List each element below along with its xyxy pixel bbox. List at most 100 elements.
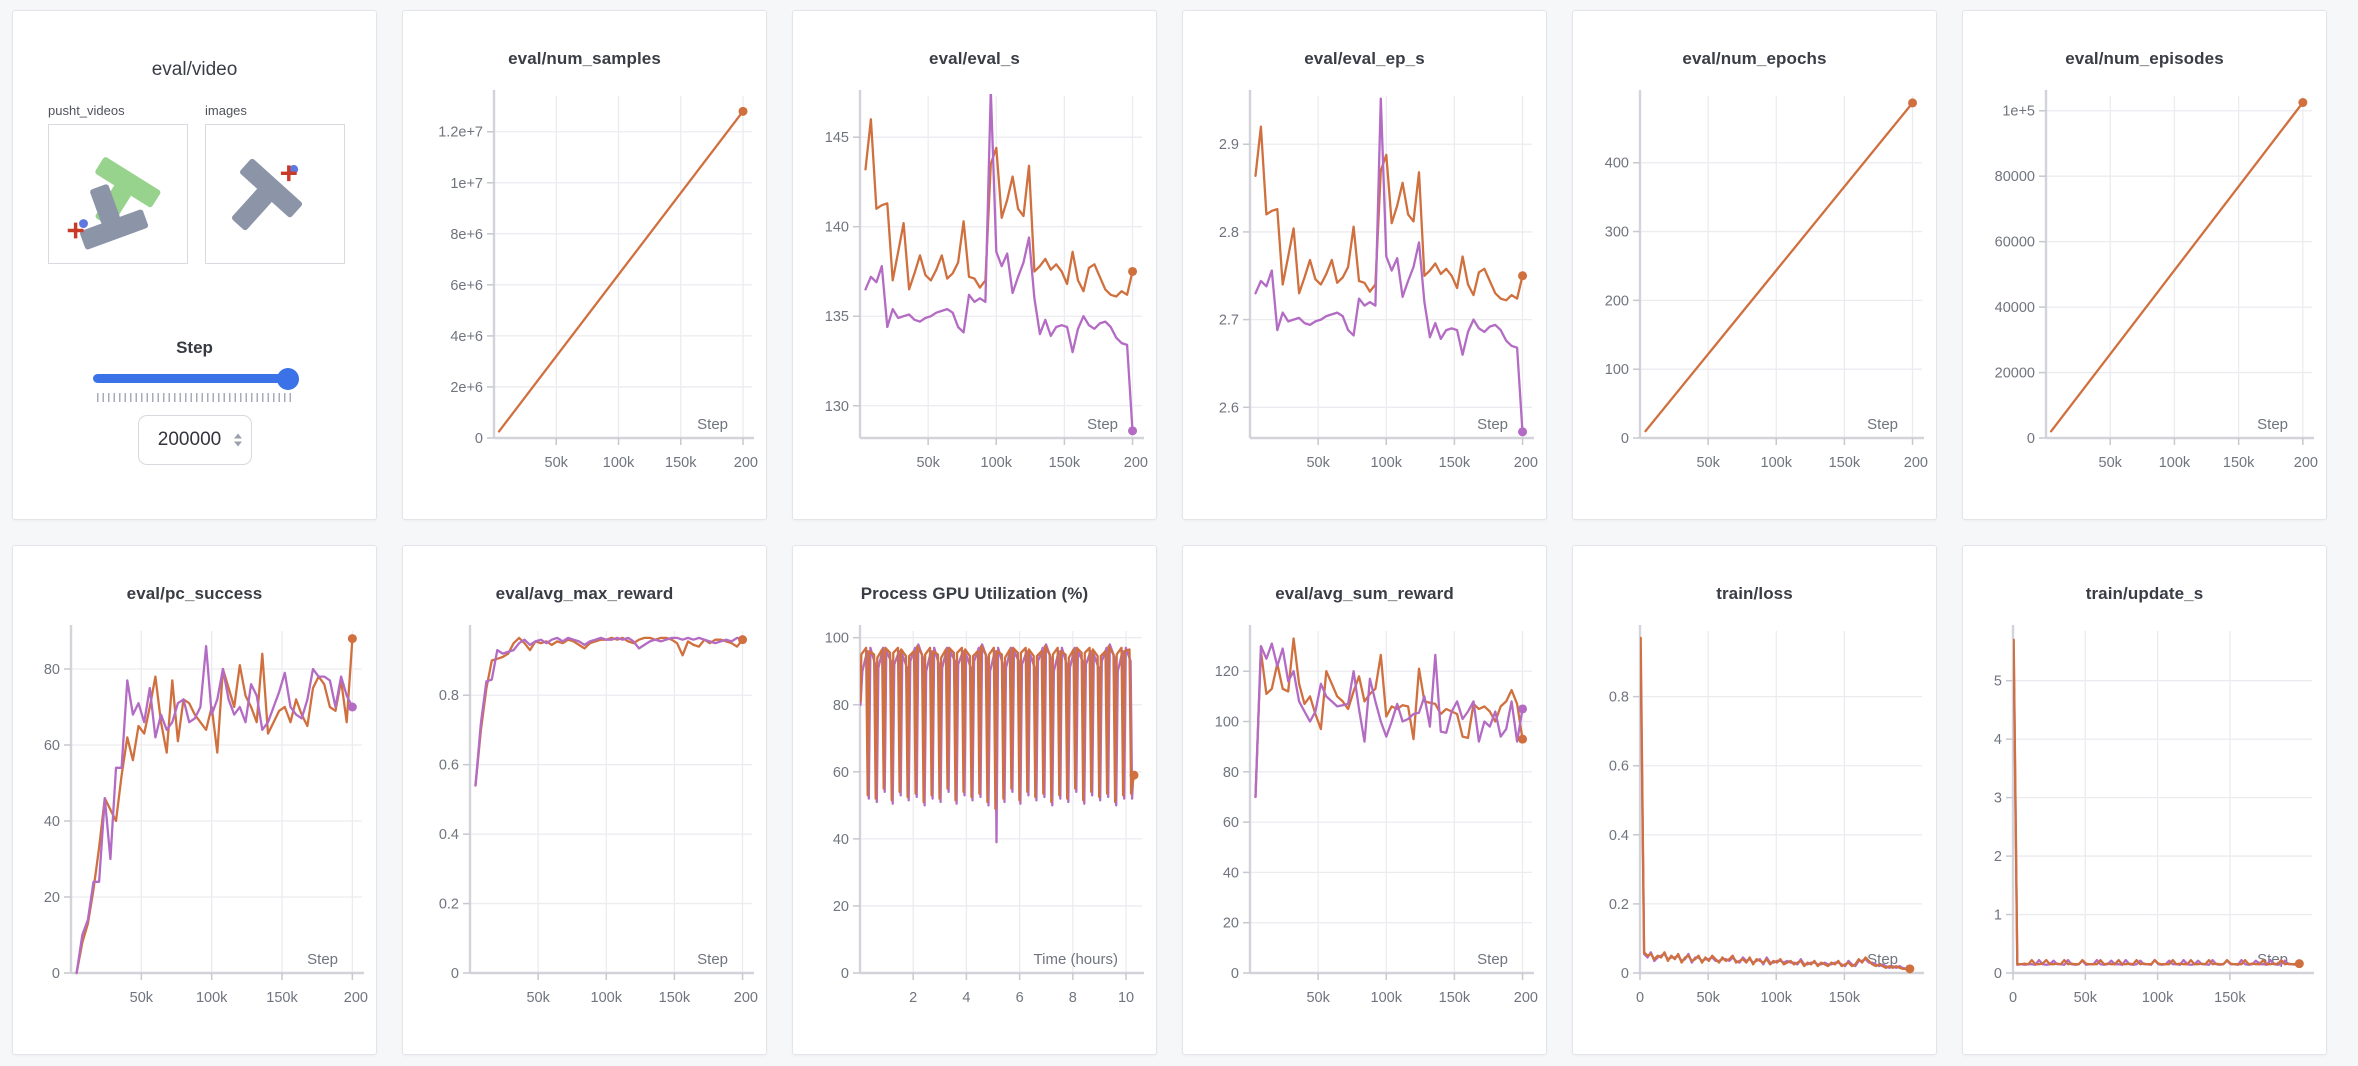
chart-canvas-eval-eval-ep-s[interactable]: 2.6 2.7 2.8 2.9 50k 100k 150k 200 Step — [1183, 71, 1546, 511]
series-line-run-orange — [75, 637, 354, 975]
series-line-run-orange — [860, 644, 1136, 810]
y-tick-label: 80 — [44, 662, 60, 678]
series-line-run-orange — [1644, 101, 1914, 433]
y-tick-label: 40 — [44, 814, 60, 830]
y-tick-label: 100 — [825, 631, 849, 647]
pusht-scene-image — [67, 157, 161, 250]
spinner-down-icon[interactable] — [233, 441, 242, 447]
y-tick-label: 300 — [1605, 225, 1629, 241]
x-tick-label: 200 — [344, 990, 368, 1006]
x-tick-label: 100k — [603, 455, 635, 471]
goal-cross-icon — [67, 222, 84, 239]
y-tick-label: 0.2 — [439, 897, 459, 913]
x-axis-label: Step — [2257, 951, 2288, 968]
x-tick-label: 100k — [2159, 455, 2191, 471]
series-line-run-purple — [2013, 650, 2301, 966]
x-tick-label: 150k — [659, 990, 691, 1006]
x-tick-label: 100k — [1371, 990, 1403, 1006]
chart-canvas-train-update-s[interactable]: 0 1 2 3 4 5 0 50k 100k 150k Step — [1963, 606, 2326, 1046]
media-images: images — [205, 103, 345, 264]
x-tick-label: 100k — [196, 990, 228, 1006]
y-tick-label: 2.9 — [1219, 137, 1239, 153]
step-slider-track[interactable] — [92, 374, 297, 383]
y-tick-label: 100 — [1215, 715, 1239, 731]
series-line-run-purple — [1640, 660, 1911, 971]
y-tick-label: 6e+6 — [450, 278, 483, 294]
media-pusht-videos: pusht_videos — [48, 103, 188, 264]
panel-title-eval-video: eval/video — [151, 59, 238, 80]
x-tick-label: 150k — [266, 990, 298, 1006]
chart-canvas-eval-num-samples[interactable]: 0 2e+6 4e+6 6e+6 8e+6 1e+7 1.2e+7 50k 100k 150k 20… — [403, 71, 766, 511]
step-slider[interactable] — [92, 368, 299, 390]
y-tick-label: 20 — [44, 890, 60, 906]
x-tick-label: 150k — [1829, 990, 1861, 1006]
x-tick-label: 150k — [1829, 455, 1861, 471]
series-line-run-orange — [1254, 637, 1524, 799]
y-tick-label: 0 — [841, 966, 849, 982]
x-axis-label: Step — [697, 416, 728, 433]
x-tick-label: 50k — [526, 990, 550, 1006]
x-tick-label: 0 — [1636, 990, 1644, 1006]
x-tick-label: 150k — [665, 455, 697, 471]
step-input[interactable]: 200000 — [137, 415, 252, 465]
images-thumbnail[interactable] — [205, 124, 345, 264]
series-line-run-orange — [864, 118, 1134, 298]
chart-title-train-update-s: train/update_s — [2085, 584, 2204, 603]
y-tick-label: 2 — [1994, 849, 2002, 865]
series-line-run-purple — [864, 94, 1134, 432]
y-tick-label: 40 — [833, 832, 849, 848]
x-tick-label: 100k — [1371, 455, 1403, 471]
series-line-run-purple — [1254, 97, 1524, 434]
step-input-spinner[interactable] — [233, 433, 242, 447]
y-tick-label: 140 — [825, 220, 849, 236]
x-axis-label: Step — [1477, 951, 1508, 968]
y-tick-label: 0 — [1231, 966, 1239, 982]
y-tick-label: 0 — [1621, 431, 1629, 447]
x-tick-label: 150k — [2214, 990, 2246, 1006]
series-end-dot-run-orange — [1518, 734, 1528, 744]
y-tick-label: 1 — [1994, 908, 2002, 924]
y-tick-label: 1e+7 — [450, 176, 483, 192]
chart-title-eval-eval-s: eval/eval_s — [929, 49, 1020, 68]
series-line-run-orange — [474, 636, 744, 787]
chart-title-process-gpu-utilization: Process GPU Utilization (%) — [860, 584, 1089, 603]
y-tick-label: 1.2e+7 — [438, 125, 483, 141]
x-axis-label: Step — [1867, 416, 1898, 433]
y-tick-label: 8e+6 — [450, 227, 483, 243]
panel-train-update-s: train/update_s 0 1 2 3 4 5 0 50k 100k 150k Step — [1962, 545, 2327, 1055]
spinner-up-icon[interactable] — [233, 433, 242, 439]
chart-canvas-eval-pc-success[interactable]: 0 20 40 60 80 50k 100k 150k 200 Step — [13, 606, 376, 1046]
x-tick-label: 150k — [2223, 455, 2255, 471]
y-tick-label: 20000 — [1995, 366, 2035, 382]
chart-canvas-eval-num-epochs[interactable]: 0 100 200 300 400 50k 100k 150k 200 Step — [1573, 71, 1936, 511]
y-tick-label: 0 — [2027, 431, 2035, 447]
step-slider-handle[interactable] — [276, 368, 299, 390]
chart-canvas-eval-avg-sum-reward[interactable]: 0 20 40 60 80 100 120 50k 100k 150k 200 Step — [1183, 606, 1546, 1046]
chart-title-eval-num-episodes: eval/num_episodes — [2065, 49, 2224, 68]
series-line-run-purple — [1254, 642, 1524, 799]
chart-canvas-eval-num-episodes[interactable]: 0 20000 40000 60000 80000 1e+5 50k 100k 150k 200 S… — [1963, 71, 2326, 511]
media-label-pusht-videos: pusht_videos — [48, 103, 125, 118]
y-tick-label: 40000 — [1995, 300, 2035, 316]
chart-canvas-eval-avg-max-reward[interactable]: 0 0.2 0.4 0.6 0.8 50k 100k 150k 200 Step — [403, 606, 766, 1046]
y-tick-label: 60 — [44, 738, 60, 754]
y-tick-label: 0.2 — [1609, 897, 1629, 913]
panel-eval-eval-ep-s: eval/eval_ep_s 2.6 2.7 2.8 2.9 50k 100k 150k 200… — [1182, 10, 1547, 520]
y-tick-label: 2.7 — [1219, 313, 1239, 329]
chart-canvas-process-gpu-utilization[interactable]: 0 20 40 60 80 100 2 4 6 8 10 Time (hours) — [793, 606, 1156, 1046]
step-slider-label: Step — [176, 338, 213, 357]
x-tick-label: 200 — [1124, 455, 1148, 471]
pusht-videos-thumbnail[interactable] — [48, 124, 188, 264]
gray-t-block — [231, 158, 303, 231]
chart-canvas-eval-eval-s[interactable]: 130 135 140 145 50k 100k 150k 200 Step — [793, 71, 1156, 511]
x-tick-label: 4 — [962, 990, 970, 1006]
series-end-dot-run-orange — [738, 106, 748, 116]
x-tick-label: 150k — [1049, 455, 1081, 471]
series-end-dot-run-orange — [347, 634, 357, 644]
y-tick-label: 0 — [1621, 966, 1629, 982]
y-tick-label: 0 — [475, 431, 483, 447]
y-tick-label: 2e+6 — [450, 380, 483, 396]
y-tick-label: 0 — [451, 966, 459, 982]
x-tick-label: 200 — [1904, 455, 1928, 471]
